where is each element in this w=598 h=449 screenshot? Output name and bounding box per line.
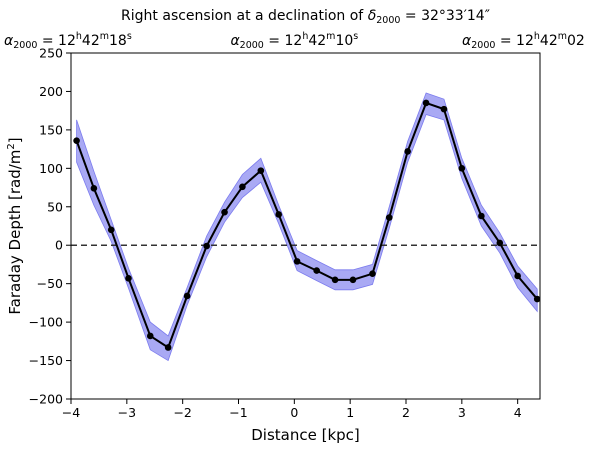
- series-line-layer: [75, 101, 538, 349]
- data-point: [107, 226, 115, 234]
- y-tick-label: −150: [29, 353, 63, 368]
- y-tick-label: 100: [39, 161, 63, 176]
- plot-frame: [70, 52, 541, 400]
- x-tick-label: 3: [458, 405, 466, 420]
- x-tick-label: −1: [229, 405, 247, 420]
- y-axis-label: Faraday Depth [rad/m2]: [6, 137, 24, 314]
- data-point: [440, 105, 448, 113]
- data-point: [404, 148, 411, 155]
- x-tick-label: 1: [346, 405, 354, 420]
- y-tick-label: −100: [29, 315, 63, 330]
- series-line: [75, 101, 538, 349]
- ticks-layer: −4 −3 −2 −1 0 1 2 3 4 −200 −150 −100 −50 0 50 100 150 200…: [29, 46, 522, 421]
- data-point: [257, 167, 265, 174]
- data-point: [146, 332, 154, 340]
- data-point: [422, 99, 430, 107]
- x-axis-label: Distance [kpc]: [251, 426, 360, 444]
- x-tick-label: −3: [118, 405, 136, 420]
- y-tick-label: 150: [39, 122, 63, 137]
- y-tick-label: 200: [39, 84, 63, 99]
- data-point: [221, 208, 228, 216]
- y-tick-label: −50: [37, 276, 63, 291]
- data-point: [183, 292, 191, 300]
- y-tick-label: −200: [29, 392, 63, 407]
- top-labels-layer: α2000 = 12h42m18s α2000 = 12h42m10s α2000 …: [4, 31, 585, 51]
- data-point: [125, 274, 132, 282]
- uncertainty-band: [76, 92, 538, 362]
- y-tick-label: 50: [47, 199, 63, 214]
- x-tick-label: −4: [62, 405, 80, 420]
- data-point: [369, 270, 376, 277]
- data-point: [90, 185, 98, 192]
- data-point: [349, 276, 357, 284]
- right-ascension-label: α2000 = 12h42m02: [462, 31, 585, 51]
- data-point: [331, 276, 339, 284]
- chart-title: Right ascension at a declination of δ200…: [121, 8, 490, 26]
- data-point: [533, 295, 541, 303]
- y-tick-label: 250: [39, 46, 63, 61]
- data-point: [164, 344, 172, 351]
- right-ascension-label: α2000 = 12h42m18s: [4, 31, 132, 51]
- data-point: [478, 212, 485, 220]
- x-tick-label: −2: [173, 405, 191, 420]
- data-point: [514, 272, 521, 280]
- data-point: [496, 239, 504, 247]
- x-tick-label: 4: [514, 405, 522, 420]
- data-points-layer: [73, 99, 541, 351]
- data-point: [293, 258, 301, 265]
- data-point: [275, 211, 283, 218]
- data-point: [385, 214, 393, 221]
- data-point: [73, 137, 80, 144]
- data-point: [203, 242, 210, 250]
- y-tick-label: 0: [55, 238, 63, 253]
- data-point: [458, 165, 466, 172]
- x-tick-label: 0: [290, 405, 298, 420]
- uncertainty-band-layer: [76, 92, 538, 362]
- right-ascension-label: α2000 = 12h42m10s: [230, 31, 358, 51]
- x-tick-label: 2: [402, 405, 410, 420]
- data-point: [239, 183, 246, 191]
- data-point: [313, 267, 320, 274]
